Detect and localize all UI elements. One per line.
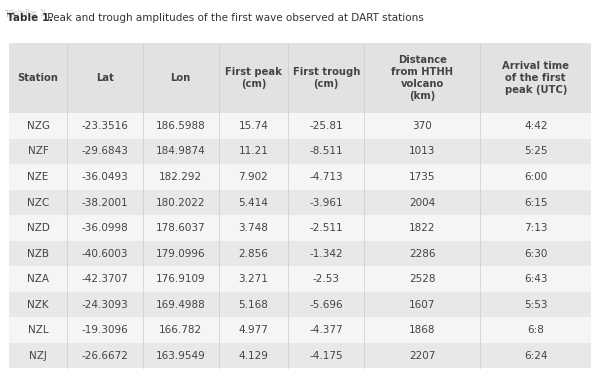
Text: 178.6037: 178.6037 — [156, 223, 206, 233]
Bar — [9, 43, 591, 113]
Text: 5:53: 5:53 — [524, 300, 547, 310]
Text: 6:24: 6:24 — [524, 351, 547, 361]
Bar — [9, 317, 591, 343]
Text: Distance
from HTHH
volcano
(km): Distance from HTHH volcano (km) — [391, 55, 453, 101]
Text: First trough
(cm): First trough (cm) — [293, 67, 360, 89]
Text: Station: Station — [17, 73, 59, 83]
Bar — [9, 343, 591, 368]
Text: NZD: NZD — [26, 223, 50, 233]
Text: -36.0998: -36.0998 — [82, 223, 128, 233]
Bar — [9, 215, 591, 241]
Bar — [9, 190, 591, 215]
Bar — [9, 164, 591, 190]
Bar — [9, 292, 591, 317]
Text: NZE: NZE — [28, 172, 49, 182]
Text: -36.0493: -36.0493 — [82, 172, 128, 182]
Text: NZF: NZF — [28, 147, 49, 156]
Text: NZC: NZC — [27, 197, 49, 208]
Text: Table 1.: Table 1. — [5, 9, 51, 20]
Text: Table 1.: Table 1. — [7, 13, 53, 23]
Text: 1607: 1607 — [409, 300, 436, 310]
Text: -42.3707: -42.3707 — [82, 274, 128, 284]
Text: 2207: 2207 — [409, 351, 436, 361]
Text: 1868: 1868 — [409, 325, 436, 335]
Text: -24.3093: -24.3093 — [82, 300, 128, 310]
Text: NZL: NZL — [28, 325, 49, 335]
Text: 3.748: 3.748 — [239, 223, 268, 233]
Text: 6:15: 6:15 — [524, 197, 547, 208]
Text: 4.129: 4.129 — [239, 351, 268, 361]
Text: 3.271: 3.271 — [239, 274, 268, 284]
Text: 179.0996: 179.0996 — [156, 249, 206, 259]
Text: 2528: 2528 — [409, 274, 436, 284]
Text: Peak and trough amplitudes of the first wave observed at DART stations: Peak and trough amplitudes of the first … — [44, 13, 424, 23]
Text: 4:42: 4:42 — [524, 121, 547, 131]
Text: 169.4988: 169.4988 — [156, 300, 206, 310]
Bar — [9, 241, 591, 266]
Text: -26.6672: -26.6672 — [82, 351, 128, 361]
Text: 6:30: 6:30 — [524, 249, 547, 259]
Text: -4.377: -4.377 — [310, 325, 343, 335]
Text: 182.292: 182.292 — [159, 172, 202, 182]
Text: 7:13: 7:13 — [524, 223, 547, 233]
Text: 1822: 1822 — [409, 223, 436, 233]
Text: 7.902: 7.902 — [239, 172, 268, 182]
Bar — [9, 139, 591, 164]
Text: 6:8: 6:8 — [527, 325, 544, 335]
Text: 4.977: 4.977 — [239, 325, 268, 335]
Text: -5.696: -5.696 — [310, 300, 343, 310]
Text: NZJ: NZJ — [29, 351, 47, 361]
Text: -29.6843: -29.6843 — [82, 147, 128, 156]
Text: -1.342: -1.342 — [310, 249, 343, 259]
Text: 6:43: 6:43 — [524, 274, 547, 284]
Text: Lon: Lon — [170, 73, 191, 83]
Text: 5:25: 5:25 — [524, 147, 547, 156]
Text: First peak
(cm): First peak (cm) — [225, 67, 282, 89]
Text: 163.9549: 163.9549 — [156, 351, 206, 361]
Text: 2.856: 2.856 — [239, 249, 268, 259]
Text: -4.175: -4.175 — [310, 351, 343, 361]
Text: 11.21: 11.21 — [239, 147, 268, 156]
Text: Lat: Lat — [96, 73, 114, 83]
Text: 186.5988: 186.5988 — [156, 121, 206, 131]
Text: NZA: NZA — [27, 274, 49, 284]
Text: -2.511: -2.511 — [310, 223, 343, 233]
Text: 2286: 2286 — [409, 249, 436, 259]
Text: 1013: 1013 — [409, 147, 436, 156]
Text: NZK: NZK — [27, 300, 49, 310]
Text: 180.2022: 180.2022 — [156, 197, 205, 208]
Text: -25.81: -25.81 — [310, 121, 343, 131]
Text: -3.961: -3.961 — [310, 197, 343, 208]
Text: Arrival time
of the first
peak (UTC): Arrival time of the first peak (UTC) — [502, 61, 569, 95]
Text: -8.511: -8.511 — [310, 147, 343, 156]
Text: NZG: NZG — [26, 121, 50, 131]
Text: 166.782: 166.782 — [159, 325, 202, 335]
Bar — [9, 113, 591, 139]
Text: -2.53: -2.53 — [313, 274, 340, 284]
Text: -4.713: -4.713 — [310, 172, 343, 182]
Text: 176.9109: 176.9109 — [156, 274, 206, 284]
Text: 5.168: 5.168 — [239, 300, 268, 310]
Bar — [9, 266, 591, 292]
Text: 5.414: 5.414 — [239, 197, 268, 208]
Text: 2004: 2004 — [409, 197, 436, 208]
Text: NZB: NZB — [27, 249, 49, 259]
Text: 6:00: 6:00 — [524, 172, 547, 182]
Text: -40.6003: -40.6003 — [82, 249, 128, 259]
Text: -19.3096: -19.3096 — [82, 325, 128, 335]
Text: -23.3516: -23.3516 — [82, 121, 128, 131]
Text: -38.2001: -38.2001 — [82, 197, 128, 208]
Text: 1735: 1735 — [409, 172, 436, 182]
Text: 184.9874: 184.9874 — [156, 147, 206, 156]
Text: 370: 370 — [412, 121, 432, 131]
Text: Table 1.: Table 1. — [5, 9, 51, 20]
Text: 15.74: 15.74 — [239, 121, 268, 131]
